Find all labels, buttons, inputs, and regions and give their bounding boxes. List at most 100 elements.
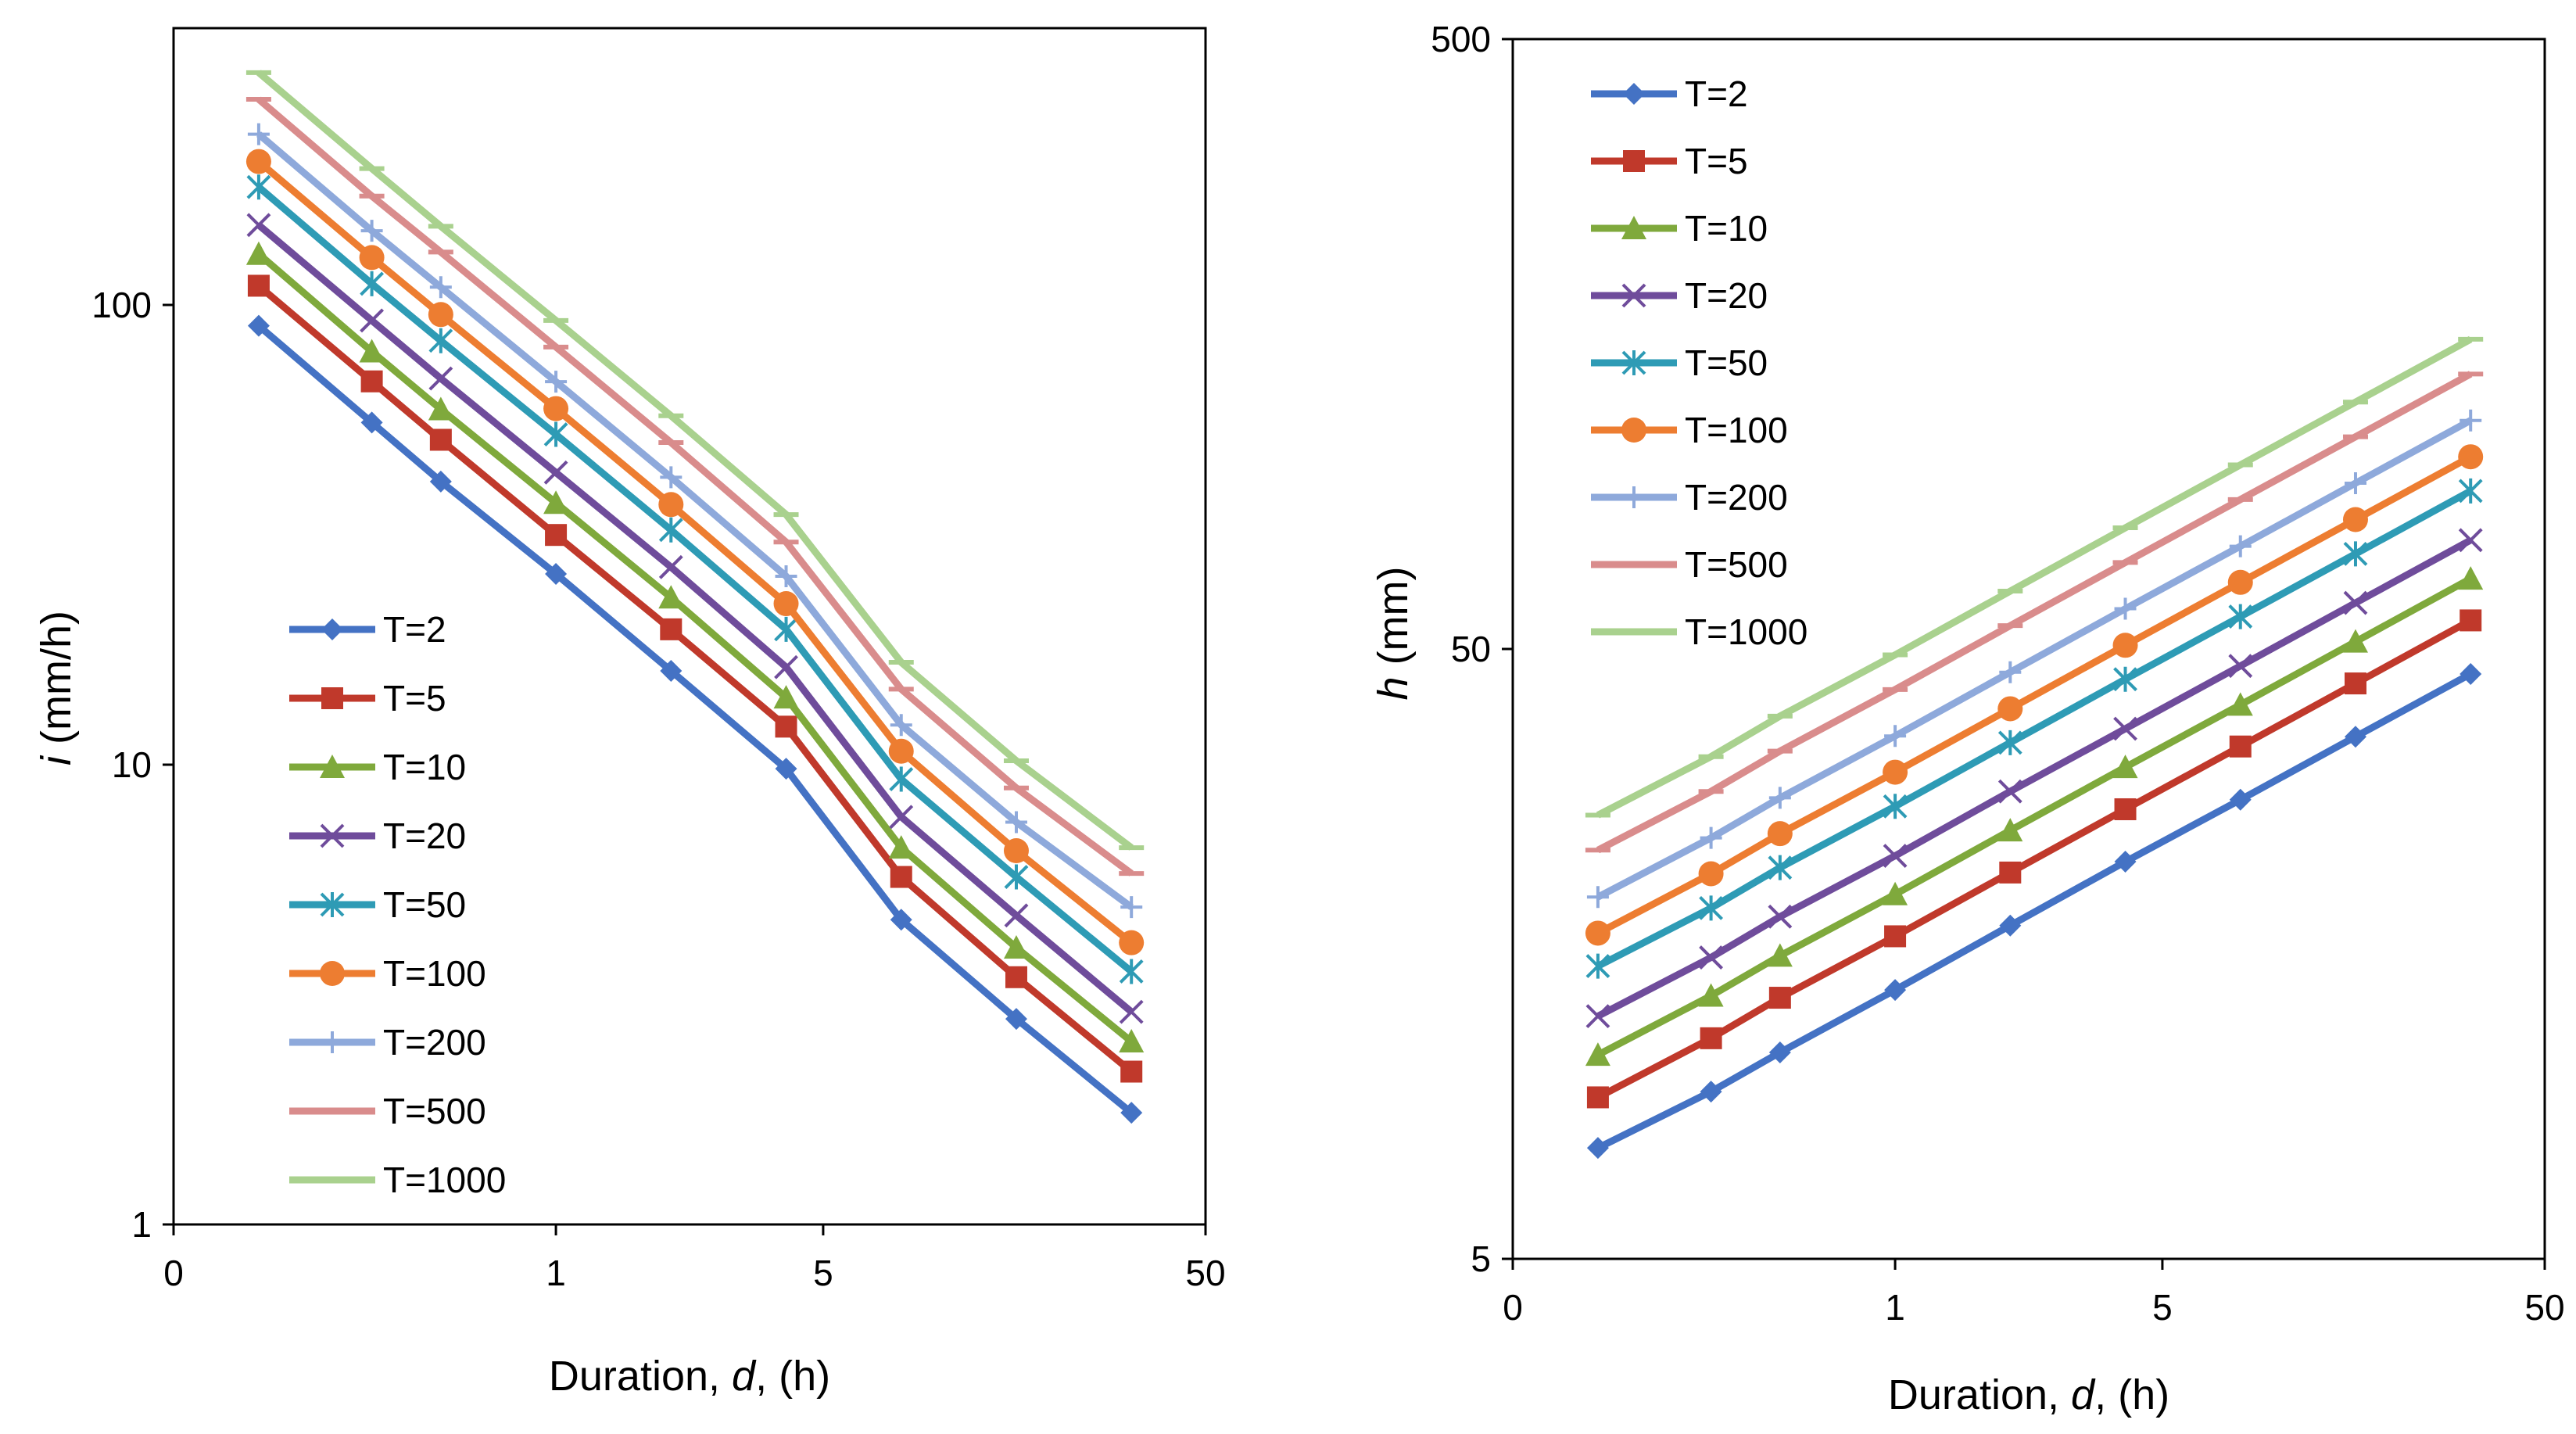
right-data-point — [1884, 979, 1907, 1002]
right-y-tick-label: 50 — [1451, 629, 1491, 669]
left-data-point — [428, 328, 453, 353]
left-legend-item: T=500 — [289, 1091, 486, 1131]
right-series-t-20 — [1585, 528, 2483, 1029]
left-data-point — [247, 314, 270, 337]
right-data-point — [2114, 851, 2137, 873]
left-data-point — [773, 591, 799, 617]
left-legend-label: T=5 — [383, 678, 446, 719]
left-legend-marker — [321, 618, 343, 640]
right-legend-label: T=10 — [1685, 208, 1768, 249]
left-data-point — [658, 517, 683, 543]
right-y-tick-label: 500 — [1431, 19, 1491, 59]
right-legend-item: T=200 — [1591, 477, 1788, 518]
right-x-axis-title: Duration, d, (h) — [1888, 1371, 2169, 1418]
right-data-point — [1883, 881, 1908, 905]
right-legend-marker — [1621, 216, 1646, 239]
right-plot-area — [1511, 38, 2546, 1260]
right-data-point — [2342, 629, 2368, 653]
right-data-point — [2228, 604, 2253, 629]
left-data-point — [775, 565, 797, 587]
right-data-point — [1768, 855, 1793, 880]
left-data-point — [360, 271, 385, 296]
left-legend-label: T=10 — [383, 747, 466, 787]
left-y-axis-title: i (mm/h) — [33, 611, 80, 765]
left-series-t-20 — [246, 213, 1144, 1024]
right-x-axis-title-var: d — [2071, 1371, 2096, 1418]
right-data-point — [1585, 920, 1610, 946]
right-legend-label: T=1000 — [1685, 611, 1807, 652]
right-data-point — [1768, 904, 1793, 929]
left-x-axis-title-var: d — [732, 1353, 757, 1400]
right-data-point — [2114, 597, 2137, 620]
left-data-point — [775, 758, 797, 780]
left-data-point — [360, 308, 385, 333]
left-x-tick-label: 5 — [813, 1253, 833, 1293]
right-data-point — [1997, 696, 2023, 722]
left-data-point — [890, 714, 912, 737]
right-legend-label: T=5 — [1685, 141, 1748, 181]
left-data-point — [1119, 1029, 1145, 1053]
right-series-t-2 — [1586, 662, 2482, 1160]
right-legend-item: T=1000 — [1591, 611, 1807, 652]
left-legend-label: T=500 — [383, 1091, 486, 1131]
left-data-point — [545, 563, 568, 586]
right-data-point — [2344, 672, 2366, 695]
right-legend-marker — [1623, 486, 1645, 508]
right-data-point — [2460, 409, 2482, 432]
left-data-point — [1005, 1008, 1027, 1031]
right-x-tick-label: 0 — [1503, 1287, 1523, 1328]
left-data-point — [660, 659, 683, 682]
left-data-point — [429, 470, 452, 493]
left-legend-label: T=2 — [383, 609, 446, 650]
left-data-point — [1005, 811, 1027, 834]
right-data-point — [2458, 444, 2484, 470]
left-series-t-100 — [245, 149, 1145, 955]
right-data-point — [1999, 914, 2022, 937]
left-y-tick-label: 100 — [91, 285, 152, 325]
right-legend-label: T=100 — [1685, 410, 1788, 450]
left-data-point — [428, 302, 453, 328]
left-x-axis-title-suffix: , (h) — [755, 1353, 830, 1400]
right-data-point — [1585, 1004, 1610, 1029]
left-data-point — [429, 428, 452, 451]
left-series-t-200 — [247, 123, 1143, 919]
left-legend-marker — [320, 892, 345, 917]
right-data-point — [2460, 609, 2482, 632]
right-data-point — [2458, 478, 2483, 504]
right-legend-item: T=50 — [1591, 342, 1768, 383]
right-data-point — [1768, 987, 1791, 1009]
left-data-point — [246, 174, 271, 200]
left-y-tick-label: 1 — [131, 1204, 152, 1245]
right-legend-item: T=500 — [1591, 544, 1788, 585]
left-data-point — [775, 715, 797, 738]
left-data-point — [1004, 903, 1029, 928]
right-data-point — [1767, 821, 1793, 847]
right-data-point — [2458, 566, 2484, 590]
left-legend-item: T=5 — [289, 678, 446, 719]
right-data-point — [1699, 945, 1724, 970]
left-y-axis-title-var: i — [33, 755, 80, 765]
left-legend-item: T=20 — [289, 816, 466, 856]
left-legend-item: T=1000 — [289, 1160, 506, 1200]
left-legend-marker — [320, 755, 345, 778]
left-data-point — [429, 276, 452, 299]
left-data-point — [1005, 966, 1027, 988]
right-data-point — [1768, 1041, 1791, 1064]
left-data-point — [1119, 999, 1144, 1024]
right-data-point — [2229, 535, 2252, 557]
right-legend-marker — [1621, 350, 1646, 375]
left-y-axis-title-unit: (mm/h) — [33, 611, 80, 756]
right-series-t-1000 — [1585, 335, 2484, 819]
right-legend-marker — [1623, 83, 1645, 105]
right-data-point — [1884, 725, 1907, 747]
right-data-point — [2113, 666, 2137, 692]
right-legend-label: T=20 — [1685, 275, 1768, 316]
left-data-point — [888, 835, 914, 859]
left-data-point — [247, 123, 270, 145]
left-legend-marker — [321, 687, 343, 709]
left-series-t-500 — [245, 96, 1145, 877]
right-data-point — [1997, 818, 2023, 842]
right-data-point — [1700, 1081, 1722, 1103]
right-data-point — [1698, 861, 1724, 887]
